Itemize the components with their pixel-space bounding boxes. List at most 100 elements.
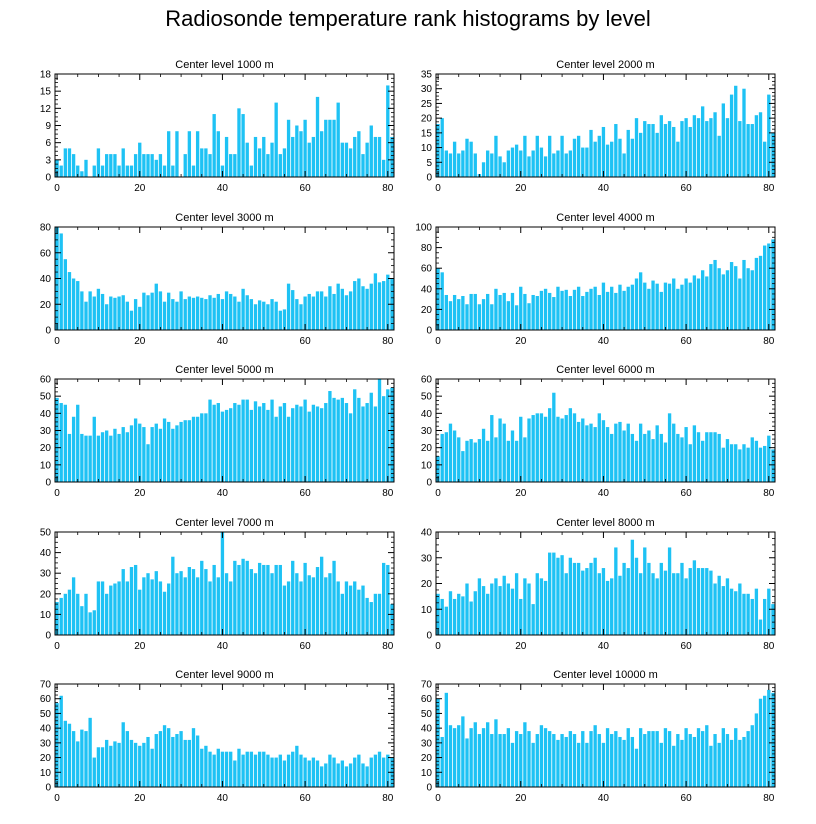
histogram-bar [229, 581, 233, 635]
histogram-bar [361, 406, 365, 482]
histogram-bar [204, 413, 208, 482]
histogram-bar [262, 301, 266, 330]
histogram-bar [138, 589, 142, 635]
histogram-bar [262, 403, 266, 482]
histogram-bar [183, 420, 187, 482]
histogram-bar [92, 165, 96, 177]
histogram-bar [477, 304, 482, 330]
histogram-bar [672, 423, 676, 482]
histogram-bar [440, 272, 444, 330]
y-tick-label: 30 [421, 426, 433, 437]
histogram-bar [245, 751, 249, 787]
histogram-bar [473, 153, 477, 177]
histogram-bar [457, 437, 461, 482]
histogram-bar [614, 731, 618, 787]
x-tick-label: 40 [598, 336, 610, 347]
histogram-bar [138, 745, 142, 787]
histogram-bar [473, 293, 477, 330]
y-tick-label: 20 [421, 305, 433, 316]
histogram-bar [630, 433, 635, 482]
histogram-bar [76, 593, 80, 635]
x-tick-label: 0 [54, 641, 60, 652]
histogram-bar [581, 418, 585, 482]
histogram-bar [71, 577, 76, 635]
histogram-bar [324, 403, 328, 482]
histogram-bar [452, 294, 457, 330]
histogram-bar [257, 406, 262, 482]
histogram-bar [175, 734, 179, 787]
histogram-bar [519, 416, 523, 482]
histogram-bar [365, 288, 369, 330]
histogram-bar [481, 728, 486, 787]
y-tick-label: 0 [45, 783, 51, 794]
histogram-bar [564, 289, 568, 330]
histogram-bar [539, 578, 544, 635]
histogram-bar [481, 586, 486, 635]
histogram-bar [486, 722, 490, 787]
histogram-bar [373, 754, 378, 787]
histogram-bar [249, 751, 254, 787]
y-tick-label: 60 [421, 694, 433, 705]
histogram-bar [373, 136, 378, 177]
histogram-bar [692, 425, 697, 482]
histogram-panel-2: Center level 2000 m 0 5 10 15 20 25 30 35 0 20 40 60… [421, 59, 776, 194]
histogram-bar [266, 154, 270, 177]
histogram-bar [494, 437, 498, 482]
histogram-bar [514, 573, 519, 635]
y-tick-label: 20 [421, 579, 433, 590]
histogram-bar [249, 569, 254, 635]
panel-title: Center level 9000 m [175, 669, 273, 681]
histogram-bar [581, 296, 585, 330]
histogram-bar [100, 165, 105, 177]
histogram-bar [357, 754, 361, 787]
histogram-bar [560, 290, 564, 330]
x-tick-label: 0 [435, 793, 441, 804]
histogram-bar [175, 131, 179, 177]
histogram-bar [746, 124, 750, 177]
histogram-bar [353, 757, 357, 787]
histogram-bar [560, 135, 564, 177]
histogram-bar [510, 430, 515, 482]
histogram-bar [125, 581, 130, 635]
histogram-bar [319, 766, 324, 787]
histogram-bar [224, 751, 229, 787]
histogram-bar [224, 291, 229, 331]
x-tick-label: 20 [134, 336, 146, 347]
histogram-bar [315, 291, 320, 331]
histogram-bar [129, 567, 134, 635]
y-tick-label: 0 [426, 326, 432, 337]
histogram-bar [585, 291, 589, 330]
histogram-bar [684, 278, 688, 330]
histogram-bar [105, 739, 109, 787]
histogram-bar [457, 593, 461, 635]
histogram-bar [365, 142, 369, 177]
histogram-bar [576, 421, 581, 482]
histogram-bar [721, 103, 725, 177]
histogram-bar [142, 742, 146, 787]
x-tick-label: 40 [598, 183, 610, 194]
histogram-bar [183, 577, 187, 635]
histogram-bar [253, 136, 258, 177]
histogram-bar [270, 757, 274, 787]
histogram-bar [348, 763, 353, 787]
histogram-bar [684, 118, 688, 177]
histogram-bar [473, 722, 477, 787]
histogram-bar [146, 154, 150, 177]
x-tick-label: 0 [435, 641, 441, 652]
y-tick-label: 9 [45, 121, 51, 132]
histogram-bar [365, 766, 369, 787]
histogram-bar [725, 439, 730, 482]
histogram-bar [113, 428, 117, 482]
x-tick-label: 20 [134, 793, 146, 804]
histogram-bar [216, 577, 220, 635]
x-tick-label: 0 [435, 488, 441, 499]
histogram-bar [672, 278, 676, 330]
histogram-bar [481, 162, 486, 177]
y-tick-label: 35 [421, 70, 433, 81]
histogram-bar [167, 728, 171, 787]
y-tick-label: 30 [40, 426, 52, 437]
histogram-bar [195, 735, 200, 787]
histogram-bar [729, 444, 734, 482]
histogram-bar [257, 562, 262, 635]
x-tick-label: 40 [217, 641, 229, 652]
